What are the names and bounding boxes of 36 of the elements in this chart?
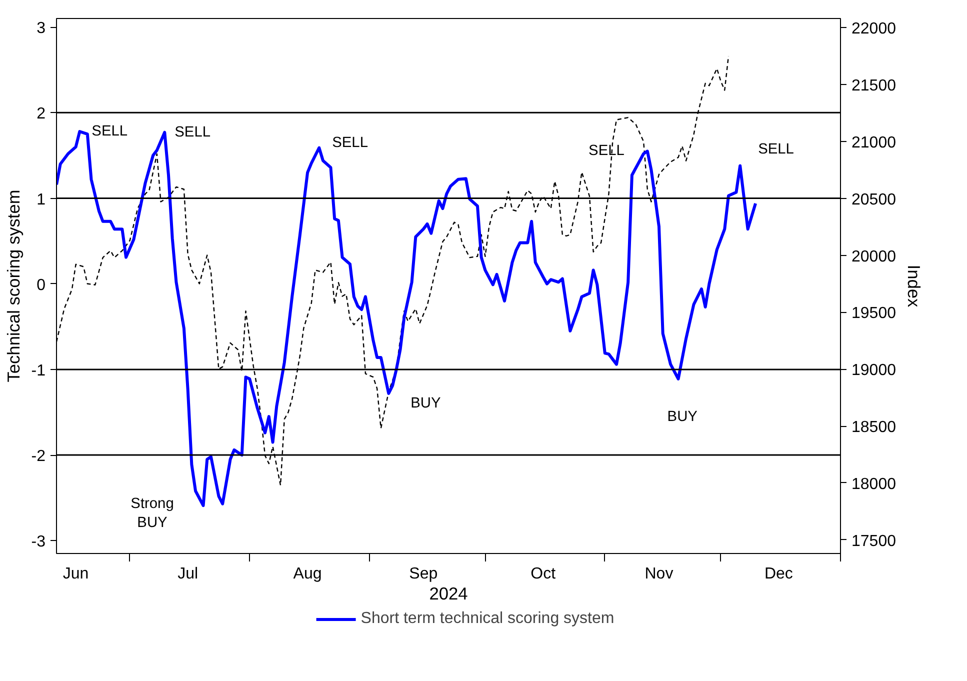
y-tick-label: -2: [31, 448, 46, 466]
y-tick-label: 3: [36, 20, 46, 38]
x-tick-label: Aug: [293, 566, 322, 582]
y-tick-label: 0: [36, 276, 46, 294]
y-tick-label: 2: [36, 106, 46, 123]
y2-tick-label: 20000: [852, 248, 896, 266]
annotation: BUY: [667, 408, 698, 425]
x-tick-label: Sep: [409, 566, 438, 582]
y2-tick-label: 19000: [852, 362, 896, 380]
x-tick-label: Jul: [178, 566, 198, 582]
y2-tick-label: 18500: [852, 419, 896, 436]
x-axis-title: 2024: [429, 584, 468, 604]
annotation: SELL: [758, 142, 794, 158]
y2-tick-label: 18000: [852, 476, 896, 493]
annotation: SELL: [174, 124, 210, 140]
x-tick-label: Nov: [644, 566, 674, 582]
x-tick-label: Dec: [764, 566, 793, 582]
annotation: SELL: [588, 143, 624, 160]
y2-tick-label: 21000: [852, 134, 896, 152]
y2-tick-label: 21500: [852, 78, 896, 95]
y2-tick-label: 20500: [852, 191, 896, 208]
y2-axis-title: Index: [904, 264, 924, 308]
legend-label: Short term technical scoring system: [360, 610, 614, 628]
x-tick-label: Oct: [530, 566, 556, 582]
y-tick-label: 1: [36, 191, 46, 208]
y2-tick-label: 19500: [852, 305, 896, 322]
y-axis-title: Technical scoring system: [3, 190, 24, 382]
x-tick-label: Jun: [62, 566, 89, 582]
annotation: Strong BUY: [130, 496, 174, 532]
y2-tick-label: 22000: [852, 20, 896, 38]
annotation: BUY: [410, 395, 441, 412]
y-tick-label: -3: [31, 534, 46, 551]
y-tick-label: -1: [31, 362, 46, 380]
annotation: SELL: [92, 123, 128, 140]
annotation: SELL: [332, 134, 368, 151]
y2-tick-label: 17500: [852, 532, 896, 550]
